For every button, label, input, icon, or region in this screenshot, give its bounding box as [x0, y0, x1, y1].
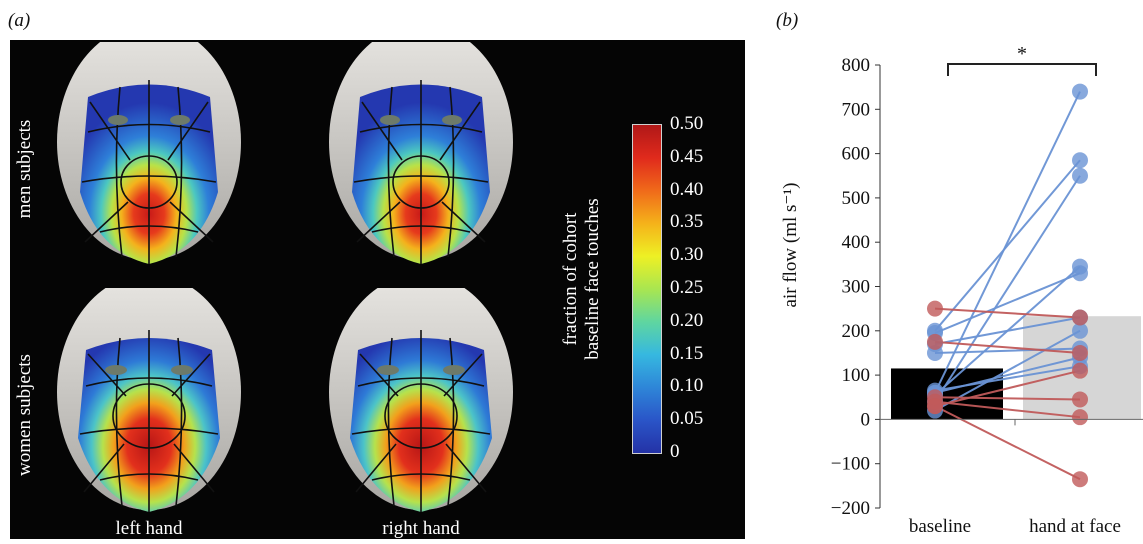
panel-b-label: (b) — [776, 10, 799, 31]
colorbar-title-line2: baseline face touches — [582, 198, 603, 360]
hand-point — [1072, 409, 1088, 426]
pair-line — [934, 347, 1081, 354]
significance-star: * — [1017, 43, 1027, 65]
colorbar-tick-label: 0.50 — [670, 113, 704, 134]
x-axis: baseline hand at face — [880, 418, 1143, 537]
airflow-chart-svg: 800 700 600 500 400 300 200 100 0 −100 −200 baseli… — [780, 43, 1143, 537]
pair-line — [934, 340, 1081, 354]
pair-line — [934, 307, 1081, 319]
pair-line — [934, 272, 1081, 334]
y-tick-label: 0 — [861, 409, 871, 430]
y-tick-label: 700 — [842, 99, 871, 120]
column-label-right-hand: right hand — [382, 518, 460, 539]
y-tick-label: 600 — [842, 144, 871, 165]
pair-line — [934, 316, 1081, 346]
hand-point — [1072, 322, 1088, 339]
face-women-left-hand — [50, 274, 248, 516]
baseline-point — [927, 398, 943, 415]
y-tick-label: 800 — [842, 55, 871, 76]
colorbar-title-line1: fraction of cohort — [560, 212, 581, 346]
colorbar-tick-label: 0.35 — [670, 211, 704, 233]
face-heatmap-panel: men subjects women subjects left hand ri… — [10, 24, 745, 539]
column-label-left-hand: left hand — [115, 518, 183, 539]
significance-bracket: * — [947, 43, 1097, 76]
y-tick-label: 500 — [842, 188, 871, 209]
colorbar-tick-label: 0.40 — [670, 178, 704, 200]
hand-point — [1072, 471, 1088, 488]
y-tick-label: −100 — [831, 454, 870, 475]
y-tick-label: 200 — [842, 321, 871, 342]
pair-line — [934, 159, 1081, 332]
colorbar-tick-label: 0.15 — [670, 342, 704, 364]
pair-line — [934, 369, 1081, 408]
colorbar — [632, 124, 662, 454]
y-axis-label: air flow (ml s⁻¹) — [780, 183, 801, 308]
hand-point — [1072, 391, 1088, 408]
colorbar-tick-label: 0.05 — [670, 408, 704, 430]
pair-line — [934, 396, 1081, 401]
row-label-women: women subjects — [14, 354, 35, 476]
airflow-chart: 800 700 600 500 400 300 200 100 0 −100 −200 baseli… — [770, 0, 1143, 539]
pair-line — [934, 365, 1081, 392]
y-tick-label: −200 — [831, 498, 870, 519]
hand-point — [1072, 309, 1088, 326]
colorbar-tick-label: 0 — [670, 441, 680, 462]
baseline-point — [927, 333, 943, 350]
pair-line — [934, 175, 1081, 403]
row-label-men: men subjects — [14, 119, 35, 219]
y-axis: 800 700 600 500 400 300 200 100 0 −100 −200 — [831, 55, 881, 519]
panel-a-label: (a) — [8, 10, 31, 31]
significance-line — [947, 63, 1097, 76]
face-men-left-hand — [50, 24, 248, 270]
x-tick-label: baseline — [909, 516, 971, 537]
hand-point — [1072, 265, 1088, 282]
y-tick-label: 400 — [842, 232, 871, 253]
hand-point — [1072, 152, 1088, 169]
colorbar-title: fraction of cohort baseline face touches — [560, 149, 604, 409]
pair-line — [934, 400, 1081, 419]
x-tick-label: hand at face — [1029, 516, 1121, 537]
colorbar-tick-label: 0.20 — [670, 309, 704, 331]
pair-line — [934, 91, 1081, 394]
colorbar-tick-label: 0.45 — [670, 145, 704, 167]
hand-point — [1072, 362, 1088, 379]
y-tick-label: 100 — [842, 365, 871, 386]
colorbar-tick-label: 0.25 — [670, 277, 704, 298]
colorbar-tick-label: 0.10 — [670, 375, 704, 397]
baseline-point — [927, 300, 943, 317]
y-tick-label: 300 — [842, 277, 871, 298]
hand-point — [1072, 167, 1088, 184]
face-men-right-hand — [322, 24, 520, 270]
baseline-point — [927, 344, 943, 361]
hand-point — [1072, 344, 1088, 361]
paired-points — [927, 83, 1088, 488]
hand-point — [1072, 83, 1088, 100]
colorbar-tick-label: 0.30 — [670, 244, 704, 266]
face-women-right-hand — [322, 274, 520, 516]
pair-line — [934, 405, 1081, 481]
